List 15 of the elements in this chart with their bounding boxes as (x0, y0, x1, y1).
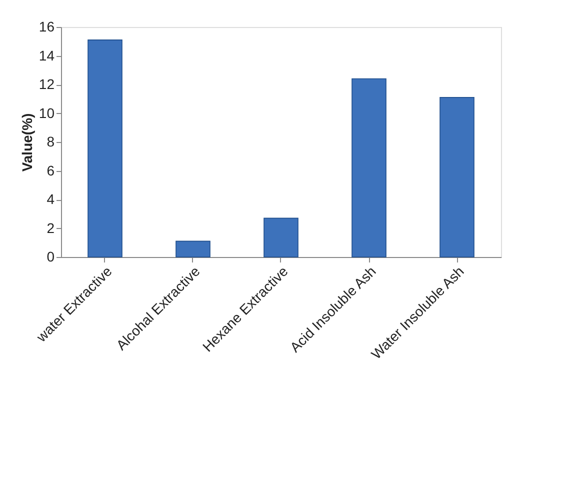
y-tick-label: 12 (38, 76, 55, 92)
y-axis-title: Value(%) (18, 113, 35, 172)
bar (88, 40, 122, 258)
bar (264, 218, 298, 258)
y-tick-label: 4 (46, 191, 55, 207)
bar (352, 78, 386, 258)
y-tick-label: 10 (38, 104, 55, 121)
y-tick-label: 2 (46, 220, 55, 236)
bar (176, 240, 210, 258)
bar (440, 97, 474, 258)
y-tick-label: 8 (46, 134, 55, 150)
y-tick-label: 0 (46, 248, 55, 264)
y-tick-label: 6 (46, 162, 55, 178)
y-tick-label: 14 (38, 47, 55, 64)
y-tick-label: 16 (38, 18, 55, 34)
